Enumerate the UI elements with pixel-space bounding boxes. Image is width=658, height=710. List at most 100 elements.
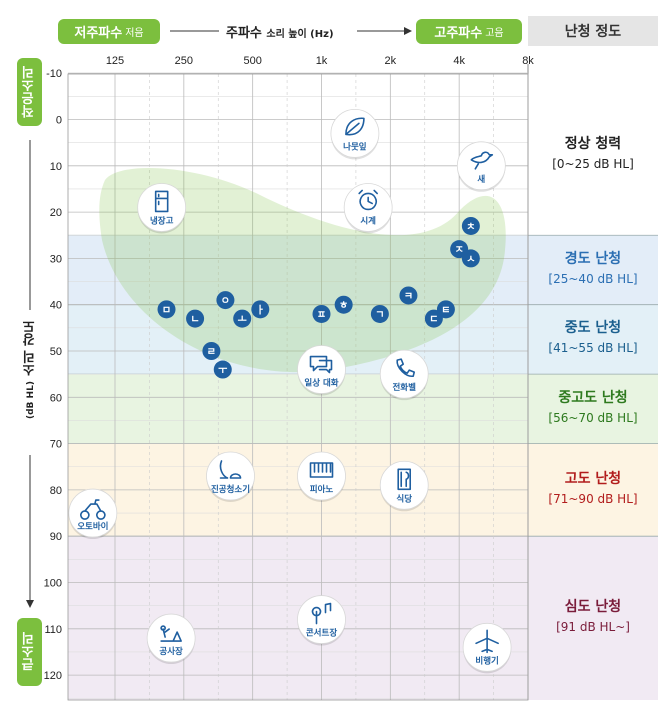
phoneme-dot [424, 309, 443, 328]
loud-sound-badge: 큰소리 [17, 618, 42, 686]
phoneme-dot [213, 360, 232, 379]
sound-label: 식당 [396, 493, 412, 504]
speech-icon [309, 355, 333, 374]
level-range: [71~90 dB HL] [548, 491, 638, 506]
level-label-3: 중고도 난청 [56~70 dB HL] [528, 387, 658, 425]
motorcycle-icon [80, 499, 106, 520]
phoneme-label: ㅅ [466, 254, 475, 265]
phoneme-label: ㄹ [207, 347, 216, 358]
axis-arrowhead-right [404, 27, 412, 35]
phoneme-dot [251, 300, 270, 319]
sound-label: 시계 [360, 215, 376, 226]
y-tick-label: 100 [44, 578, 62, 590]
sound-label: 진공청소기 [211, 484, 250, 495]
intensity-axis-arrowhead [26, 600, 34, 608]
sound-label: 콘서트장 [306, 628, 337, 639]
intensity-title-sub: (dB HL) [26, 381, 36, 419]
level-range: [0~25 dB HL] [552, 156, 634, 171]
phoneme-dot [157, 300, 176, 319]
level-label-4: 고도 난청 [71~90 dB HL] [528, 468, 658, 506]
frequency-title-sub: 소리 높이 (Hz) [266, 29, 334, 40]
sound-circle [297, 595, 346, 644]
level-range: [91 dB HL~] [556, 620, 630, 635]
level-label-2: 중도 난청 [41~55 dB HL] [528, 317, 658, 355]
level-name: 심도 난청 [564, 599, 622, 616]
phoneme-label: ㅜ [218, 366, 227, 377]
x-tick-label: 1k [316, 55, 328, 67]
level-range: [41~55 dB HL] [548, 341, 638, 356]
phone-icon [396, 358, 416, 377]
phoneme-dot [370, 304, 389, 323]
phoneme-dot [233, 309, 252, 328]
phoneme-dot [334, 295, 353, 314]
y-tick-label: 70 [50, 439, 62, 451]
y-tick-label: 120 [44, 670, 62, 682]
sound-label: 오토바이 [77, 521, 108, 532]
low-frequency-sub: 저음 [125, 28, 144, 39]
piano-icon [309, 462, 334, 478]
sound-circle [343, 183, 393, 232]
high-frequency-badge: 고주파수 고음 [416, 19, 522, 44]
phoneme-label: ㅗ [238, 315, 247, 326]
sound-circle [137, 183, 187, 232]
soft-sound-badge: 작은소리 [17, 58, 42, 126]
y-tick-label: 90 [50, 531, 62, 543]
clock-icon [358, 189, 378, 211]
sound-label: 새 [477, 174, 485, 185]
y-tick-label: 40 [50, 300, 62, 312]
x-tick-label: 250 [175, 55, 193, 67]
level-name: 중도 난청 [564, 320, 622, 337]
phoneme-label: ㅏ [256, 304, 265, 316]
y-tick-label: 20 [50, 207, 62, 219]
sound-circle [146, 613, 196, 663]
frequency-axis-title: 주파수 소리 높이 (Hz) [226, 22, 334, 41]
phoneme-label: ㅍ [317, 310, 326, 321]
level-label-0: 정상 청력 [0~25 dB HL] [528, 133, 658, 171]
level-range: [25~40 dB HL] [548, 271, 638, 286]
sound-label: 냉장고 [150, 215, 174, 226]
sound-label: 공사장 [159, 646, 183, 657]
restaurant-icon [397, 468, 412, 491]
level-name: 중고도 난청 [558, 389, 628, 406]
level-label-1: 경도 난청 [25~40 dB HL] [528, 248, 658, 286]
sound-circle [297, 451, 346, 501]
phoneme-dot [216, 291, 235, 310]
level-label-5: 심도 난청 [91 dB HL~] [528, 596, 658, 634]
phoneme-label: ㅊ [466, 222, 475, 233]
y-tick-label: 0 [56, 115, 62, 127]
y-tick-label: 110 [44, 624, 62, 636]
sound-label: 비행기 [475, 655, 498, 666]
sound-label: 일상 대화 [304, 378, 338, 389]
phoneme-dot [186, 309, 205, 328]
x-tick-label: 8k [522, 55, 534, 67]
y-tick-label: 50 [50, 346, 62, 358]
high-frequency-sub: 고음 [485, 28, 504, 39]
phoneme-dot [312, 304, 331, 323]
phoneme-label: ㄷ [429, 315, 438, 326]
y-tick-label: 30 [50, 253, 62, 265]
construction-icon [160, 625, 182, 642]
x-tick-label: 500 [243, 55, 261, 67]
x-tick-label: 125 [106, 55, 124, 67]
sound-label: 전화벨 [392, 382, 416, 393]
bird-icon [470, 151, 494, 170]
phoneme-label: ㄴ [190, 315, 199, 326]
concert-icon [311, 602, 332, 625]
intensity-title-label: 소리 강도 [23, 320, 38, 377]
level-name: 고도 난청 [564, 470, 622, 487]
phoneme-label: ㄱ [375, 310, 384, 321]
level-name: 정상 청력 [564, 135, 622, 152]
sound-circle [379, 460, 429, 510]
level-band-1 [68, 235, 658, 305]
sound-circle [68, 488, 118, 538]
hearing-level-header: 난청 정도 [528, 16, 658, 46]
phoneme-dot [461, 216, 480, 235]
x-tick-label: 2k [385, 55, 397, 67]
y-tick-label: 10 [50, 161, 62, 173]
sound-label: 피아노 [310, 484, 334, 495]
vacuum-icon [219, 460, 242, 479]
low-frequency-label: 저주파수 [74, 26, 123, 41]
sound-circle [456, 141, 506, 191]
phoneme-label: ㅋ [404, 291, 413, 302]
